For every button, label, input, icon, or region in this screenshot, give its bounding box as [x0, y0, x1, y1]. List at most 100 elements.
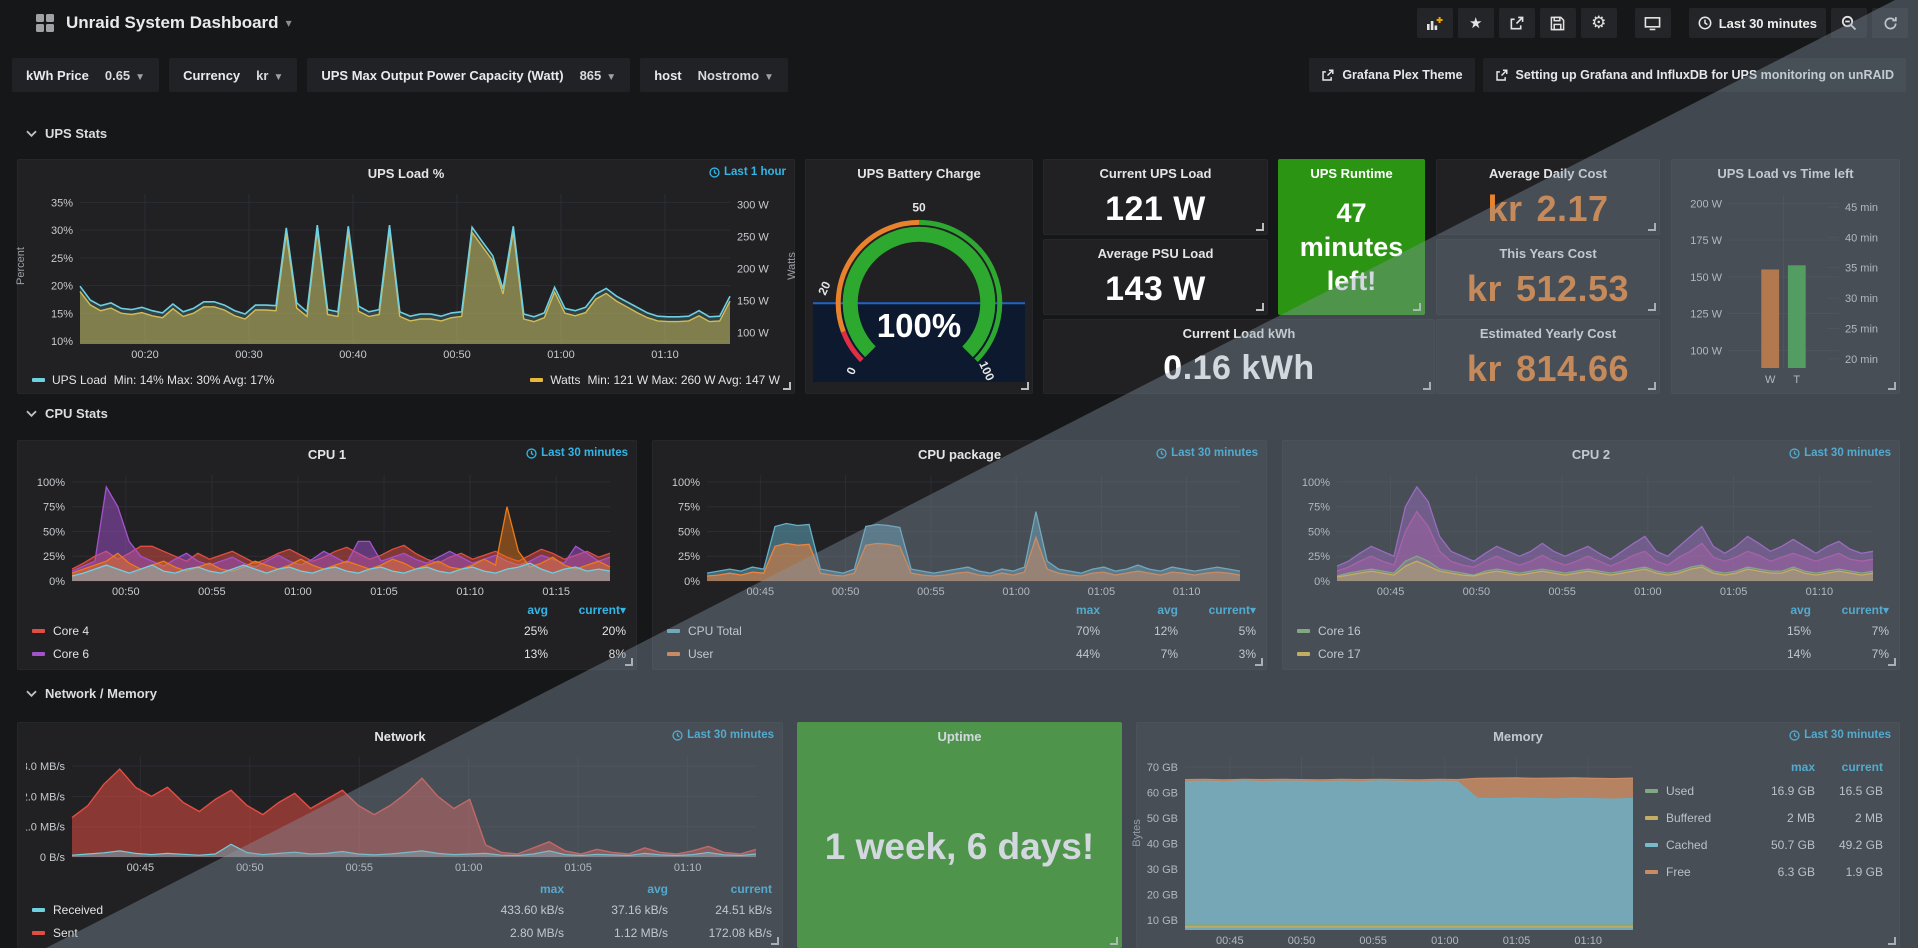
time-badge[interactable]: Last 30 minutes: [672, 729, 774, 741]
settings-button[interactable]: ⚙: [1580, 8, 1617, 38]
time-badge[interactable]: Last 30 minutes: [1156, 447, 1258, 459]
svg-text:0%: 0%: [684, 576, 700, 588]
legend-col-current[interactable]: current▾: [1841, 603, 1889, 617]
legend-item[interactable]: Watts Min: 121 W Max: 260 W Avg: 147 W: [530, 373, 780, 387]
refresh-button[interactable]: [1872, 8, 1908, 38]
panel-title[interactable]: Memory: [1493, 728, 1543, 744]
legend-value: 44%: [1075, 646, 1100, 661]
time-range-picker[interactable]: Last 30 minutes: [1688, 8, 1826, 38]
legend-item[interactable]: Cached: [1645, 838, 1747, 852]
svg-text:00:45: 00:45: [1216, 935, 1244, 947]
panel-title[interactable]: Average Daily Cost: [1488, 165, 1607, 181]
legend-item[interactable]: CPU Total: [667, 624, 1022, 638]
panel-title[interactable]: This Years Cost: [1499, 245, 1597, 261]
panel-title[interactable]: UPS Battery Charge: [857, 165, 981, 181]
dashboard-links: Grafana Plex Theme Setting up Grafana an…: [1309, 58, 1906, 92]
ups-load-time-bars[interactable]: 200 W 175 W 150 W 125 W 100 W 45 min 40 min 35 …: [1678, 186, 1893, 388]
variable-value-dropdown[interactable]: 0.65 ▼: [104, 67, 146, 83]
dashboard-title[interactable]: Unraid System Dashboard: [66, 13, 279, 32]
legend-item[interactable]: UPS Load Min: 14% Max: 30% Avg: 17%: [32, 373, 274, 387]
svg-text:00:55: 00:55: [1548, 586, 1576, 598]
panel-title[interactable]: UPS Runtime: [1310, 165, 1393, 181]
svg-text:100 W: 100 W: [1690, 345, 1722, 357]
time-badge[interactable]: Last 30 minutes: [1789, 729, 1891, 741]
svg-text:00:40: 00:40: [339, 349, 367, 361]
svg-text:75%: 75%: [43, 502, 65, 514]
variable-value-dropdown[interactable]: kr ▼: [256, 67, 284, 83]
legend-value: 37.16 kB/s: [611, 902, 668, 917]
legend-item[interactable]: Buffered: [1645, 811, 1747, 825]
legend-item[interactable]: Core 16: [1297, 624, 1733, 638]
chevron-down-icon[interactable]: ▾: [285, 16, 292, 30]
network-chart[interactable]: 00:45 00:50 00:55 01:00 01:05 01:10 3.0 MB/s 2.…: [26, 749, 768, 875]
legend-item[interactable]: Core 17: [1297, 647, 1733, 661]
panel-title[interactable]: CPU 1: [307, 446, 347, 462]
legend-item[interactable]: Received: [32, 903, 460, 917]
dashboards-grid-icon[interactable]: [36, 14, 54, 32]
svg-text:25%: 25%: [1308, 551, 1330, 563]
legend-col-avg[interactable]: avg: [1790, 603, 1811, 617]
ups-load-chart[interactable]: 00:20 00:30 00:40 00:50 01:00 01:10 35% 30% 25% 2…: [34, 186, 778, 362]
link-grafana-plex-theme[interactable]: Grafana Plex Theme: [1309, 58, 1475, 92]
clock-icon: [672, 729, 683, 741]
add-panel-button[interactable]: [1416, 8, 1453, 38]
panel-title[interactable]: CPU 2: [1571, 446, 1611, 462]
save-button[interactable]: [1539, 8, 1576, 38]
variable-value-dropdown[interactable]: Nostromo ▼: [697, 67, 774, 83]
time-badge[interactable]: Last 30 minutes: [526, 447, 628, 459]
panel-title[interactable]: UPS Load %: [367, 165, 445, 181]
link-ups-monitoring-guide[interactable]: Setting up Grafana and InfluxDB for UPS …: [1482, 58, 1906, 92]
section-ups-stats[interactable]: UPS Stats: [26, 126, 107, 141]
svg-text:01:10: 01:10: [1806, 586, 1834, 598]
panel-title[interactable]: Average PSU Load: [1097, 245, 1214, 261]
panel-title[interactable]: Current UPS Load: [1099, 165, 1212, 181]
cycle-view-button[interactable]: [1634, 8, 1671, 38]
legend-item[interactable]: Core 4: [32, 624, 470, 638]
svg-text:00:50: 00:50: [443, 349, 471, 361]
legend-col-max[interactable]: max: [539, 882, 564, 896]
legend-col-avg[interactable]: avg: [1157, 603, 1178, 617]
section-cpu-stats[interactable]: CPU Stats: [26, 406, 108, 421]
star-button[interactable]: ★: [1457, 8, 1494, 38]
panel-title[interactable]: UPS Load vs Time left: [1717, 165, 1854, 181]
svg-text:30%: 30%: [51, 225, 73, 237]
chevron-down-icon: ▼: [606, 71, 617, 83]
panel-ups-runtime: UPS Runtime 47 minutes left!: [1278, 159, 1425, 315]
share-button[interactable]: [1498, 8, 1535, 38]
legend-item[interactable]: Sent: [32, 926, 460, 940]
legend-item[interactable]: Free: [1645, 865, 1747, 879]
legend-col-current[interactable]: current▾: [1208, 603, 1256, 617]
variable-value-dropdown[interactable]: 865 ▼: [579, 67, 617, 83]
panel-cpu1: CPU 1 Last 30 minutes 00:50 00:55 01:00 01:…: [17, 440, 637, 670]
panel-uptime: Uptime 1 week, 6 days!: [797, 722, 1122, 948]
svg-text:25%: 25%: [43, 551, 65, 563]
zoom-out-button[interactable]: [1831, 8, 1867, 38]
legend-col-max[interactable]: max: [1790, 760, 1815, 774]
legend-item[interactable]: Core 6: [32, 647, 470, 661]
section-network-memory[interactable]: Network / Memory: [26, 686, 157, 701]
svg-text:0%: 0%: [1314, 576, 1330, 588]
cpu1-chart[interactable]: 00:50 00:55 01:00 01:05 01:10 01:15 100% 75% 50%…: [26, 467, 622, 599]
legend-item[interactable]: Used: [1645, 784, 1747, 798]
panel-title[interactable]: Current Load kWh: [1182, 325, 1296, 341]
panel-title[interactable]: Uptime: [937, 728, 982, 744]
legend-col-avg[interactable]: avg: [527, 603, 548, 617]
legend-col-current[interactable]: current▾: [578, 603, 626, 617]
svg-text:20: 20: [815, 279, 833, 297]
legend-col-max[interactable]: max: [1075, 603, 1100, 617]
memory-chart[interactable]: 00:45 00:50 00:55 01:00 01:05 01:10 70 GB 60 GB…: [1139, 749, 1645, 948]
legend-col-avg[interactable]: avg: [647, 882, 668, 896]
legend-value: 49.2 GB: [1838, 837, 1883, 852]
time-badge[interactable]: Last 1 hour: [709, 166, 786, 178]
panel-title[interactable]: Estimated Yearly Cost: [1479, 325, 1617, 341]
cpu-package-chart[interactable]: 00:45 00:50 00:55 01:00 01:05 01:10 100% 75% 50%…: [661, 467, 1252, 599]
legend-col-current[interactable]: current: [1841, 760, 1883, 774]
time-badge[interactable]: Last 30 minutes: [1789, 447, 1891, 459]
panel-cpu2: CPU 2 Last 30 minutes 00:45 00:50 00:55 01:…: [1282, 440, 1900, 670]
svg-text:50%: 50%: [43, 526, 65, 538]
panel-title[interactable]: CPU package: [917, 446, 1002, 462]
legend-col-current[interactable]: current: [730, 882, 772, 896]
cpu2-chart[interactable]: 00:45 00:50 00:55 01:00 01:05 01:10 100% 75% 50%…: [1291, 467, 1885, 599]
legend-item[interactable]: User: [667, 647, 1022, 661]
panel-title[interactable]: Network: [374, 728, 426, 744]
